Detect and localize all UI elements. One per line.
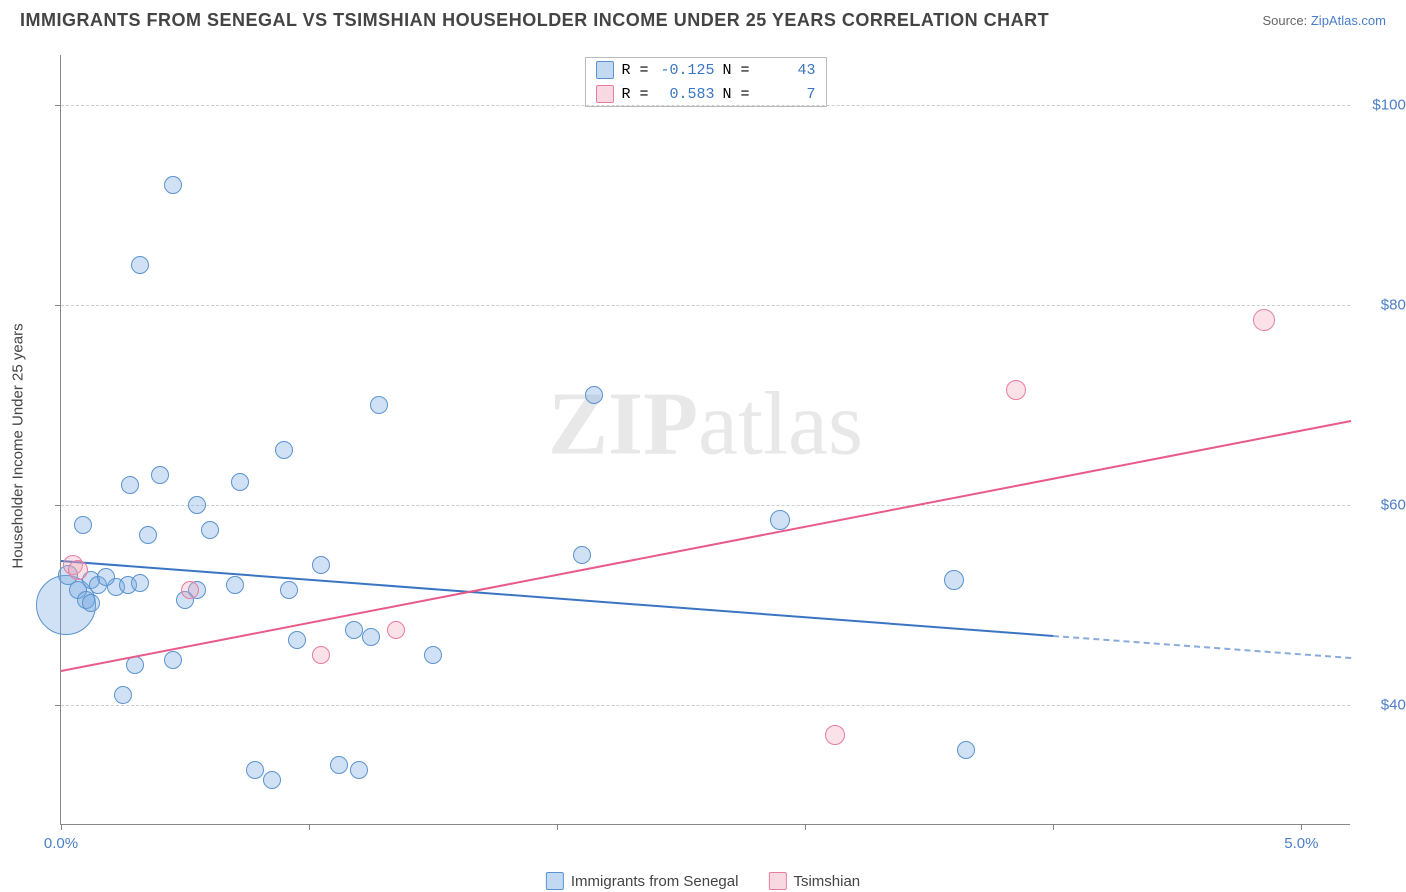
- data-point[interactable]: [82, 594, 100, 612]
- data-point[interactable]: [387, 621, 405, 639]
- data-point[interactable]: [312, 556, 330, 574]
- data-point[interactable]: [246, 761, 264, 779]
- swatch-icon: [595, 61, 613, 79]
- data-point[interactable]: [573, 546, 591, 564]
- x-tick-mark: [309, 824, 310, 830]
- y-tick-mark: [55, 305, 61, 306]
- data-point[interactable]: [188, 496, 206, 514]
- plot-area: ZIPatlas R = -0.125 N = 43 R = 0.583 N =…: [60, 55, 1350, 825]
- x-tick-mark: [1053, 824, 1054, 830]
- data-point[interactable]: [370, 396, 388, 414]
- legend-label-2: Tsimshian: [793, 873, 860, 890]
- data-point[interactable]: [164, 176, 182, 194]
- data-point[interactable]: [585, 386, 603, 404]
- y-tick-mark: [55, 505, 61, 506]
- legend-item-series1: Immigrants from Senegal: [546, 872, 739, 890]
- bottom-legend: Immigrants from Senegal Tsimshian: [546, 872, 860, 890]
- data-point[interactable]: [97, 568, 115, 586]
- x-tick-mark: [557, 824, 558, 830]
- n-label: N =: [723, 86, 750, 103]
- source-link[interactable]: ZipAtlas.com: [1311, 13, 1386, 28]
- data-point[interactable]: [231, 473, 249, 491]
- x-tick-label: 5.0%: [1284, 835, 1318, 852]
- swatch-icon: [546, 872, 564, 890]
- data-point[interactable]: [201, 521, 219, 539]
- data-point[interactable]: [164, 651, 182, 669]
- n-label: N =: [723, 62, 750, 79]
- data-point[interactable]: [312, 646, 330, 664]
- gridline-h: [61, 705, 1350, 706]
- y-tick-mark: [55, 705, 61, 706]
- y-tick-label: $60,000: [1360, 497, 1406, 514]
- trend-line-extrapolated: [1053, 635, 1351, 659]
- data-point[interactable]: [263, 771, 281, 789]
- data-point[interactable]: [131, 256, 149, 274]
- y-tick-label: $40,000: [1360, 697, 1406, 714]
- gridline-h: [61, 505, 1350, 506]
- data-point[interactable]: [825, 725, 845, 745]
- n-value-1: 43: [758, 62, 816, 79]
- stats-row-series2: R = 0.583 N = 7: [585, 82, 825, 106]
- swatch-icon: [595, 85, 613, 103]
- watermark-light: atlas: [698, 375, 863, 474]
- data-point[interactable]: [424, 646, 442, 664]
- trend-line: [61, 420, 1351, 672]
- data-point[interactable]: [74, 516, 92, 534]
- stats-legend: R = -0.125 N = 43 R = 0.583 N = 7: [584, 57, 826, 107]
- data-point[interactable]: [957, 741, 975, 759]
- x-tick-mark: [805, 824, 806, 830]
- data-point[interactable]: [181, 581, 199, 599]
- r-label: R =: [621, 86, 648, 103]
- data-point[interactable]: [131, 574, 149, 592]
- y-tick-mark: [55, 105, 61, 106]
- chart-title: IMMIGRANTS FROM SENEGAL VS TSIMSHIAN HOU…: [20, 10, 1049, 31]
- x-tick-mark: [1301, 824, 1302, 830]
- data-point[interactable]: [139, 526, 157, 544]
- swatch-icon: [768, 872, 786, 890]
- y-tick-label: $100,000: [1360, 97, 1406, 114]
- data-point[interactable]: [362, 628, 380, 646]
- data-point[interactable]: [226, 576, 244, 594]
- watermark-bold: ZIP: [548, 375, 698, 474]
- r-value-1: -0.125: [657, 62, 715, 79]
- data-point[interactable]: [1253, 309, 1275, 331]
- data-point[interactable]: [330, 756, 348, 774]
- n-value-2: 7: [758, 86, 816, 103]
- data-point[interactable]: [280, 581, 298, 599]
- data-point[interactable]: [275, 441, 293, 459]
- data-point[interactable]: [68, 560, 88, 580]
- data-point[interactable]: [288, 631, 306, 649]
- data-point[interactable]: [345, 621, 363, 639]
- r-value-2: 0.583: [657, 86, 715, 103]
- data-point[interactable]: [944, 570, 964, 590]
- gridline-h: [61, 305, 1350, 306]
- source-attribution: Source: ZipAtlas.com: [1262, 13, 1386, 28]
- r-label: R =: [621, 62, 648, 79]
- data-point[interactable]: [114, 686, 132, 704]
- x-tick-mark: [61, 824, 62, 830]
- x-tick-label: 0.0%: [44, 835, 78, 852]
- trend-line: [61, 560, 1053, 637]
- source-prefix: Source:: [1262, 13, 1310, 28]
- title-bar: IMMIGRANTS FROM SENEGAL VS TSIMSHIAN HOU…: [20, 10, 1386, 31]
- data-point[interactable]: [350, 761, 368, 779]
- legend-label-1: Immigrants from Senegal: [571, 873, 739, 890]
- data-point[interactable]: [151, 466, 169, 484]
- data-point[interactable]: [770, 510, 790, 530]
- y-axis-label: Householder Income Under 25 years: [10, 323, 27, 568]
- data-point[interactable]: [121, 476, 139, 494]
- stats-row-series1: R = -0.125 N = 43: [585, 58, 825, 82]
- data-point[interactable]: [1006, 380, 1026, 400]
- legend-item-series2: Tsimshian: [768, 872, 860, 890]
- gridline-h: [61, 105, 1350, 106]
- y-tick-label: $80,000: [1360, 297, 1406, 314]
